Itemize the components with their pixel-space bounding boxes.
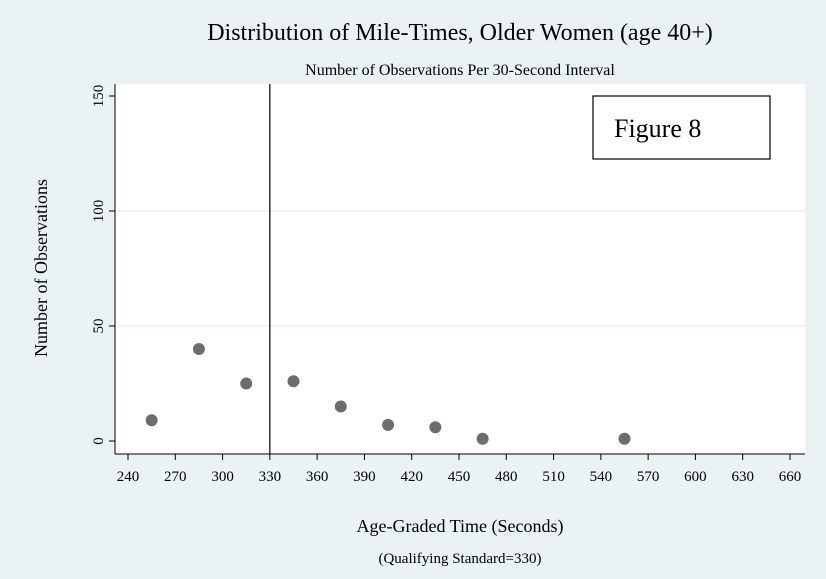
x-tick-label: 480: [495, 469, 518, 485]
data-point-9: [618, 432, 631, 445]
y-tick-label: 100: [91, 200, 107, 223]
data-point-7: [429, 421, 442, 434]
data-point-3: [240, 377, 253, 390]
x-ticks: 240 270 300 330 360 390 420 450 480 510 540 570 600 6…: [117, 454, 802, 485]
x-tick-label: 450: [448, 469, 471, 485]
x-tick-label: 360: [306, 469, 329, 485]
data-point-4: [287, 375, 300, 388]
y-axis-label: Number of Observations: [31, 179, 51, 357]
data-point-6: [382, 418, 395, 431]
x-tick-label: 240: [117, 469, 140, 485]
x-axis-note: (Qualifying Standard=330): [378, 551, 541, 567]
x-tick-label: 270: [164, 469, 187, 485]
x-tick-label: 510: [542, 469, 565, 485]
x-tick-label: 330: [259, 469, 282, 485]
y-ticks: 0 50 100 150: [91, 85, 115, 445]
x-tick-label: 600: [684, 469, 707, 485]
x-tick-label: 570: [637, 469, 660, 485]
y-tick-label: 0: [91, 437, 107, 445]
data-points: [145, 343, 631, 445]
chart-title: Distribution of Mile-Times, Older Women …: [207, 20, 713, 46]
y-tick-label: 150: [91, 85, 107, 108]
chart-subtitle: Number of Observations Per 30-Second Int…: [305, 62, 615, 79]
x-tick-label: 660: [779, 469, 802, 485]
figure-label: Figure 8: [614, 114, 701, 143]
x-axis-label: Age-Graded Time (Seconds): [357, 516, 564, 537]
data-point-8: [476, 432, 489, 445]
data-point-2: [192, 343, 205, 355]
data-point-1: [145, 414, 158, 427]
x-tick-label: 630: [731, 469, 754, 485]
y-tick-label: 50: [91, 319, 107, 334]
x-tick-label: 420: [400, 469, 423, 485]
data-point-5: [334, 400, 347, 413]
x-tick-label: 540: [590, 469, 613, 485]
x-tick-label: 300: [211, 469, 234, 485]
grid: [115, 210, 805, 327]
x-tick-label: 390: [353, 469, 376, 485]
figure-label-box: [592, 95, 771, 160]
